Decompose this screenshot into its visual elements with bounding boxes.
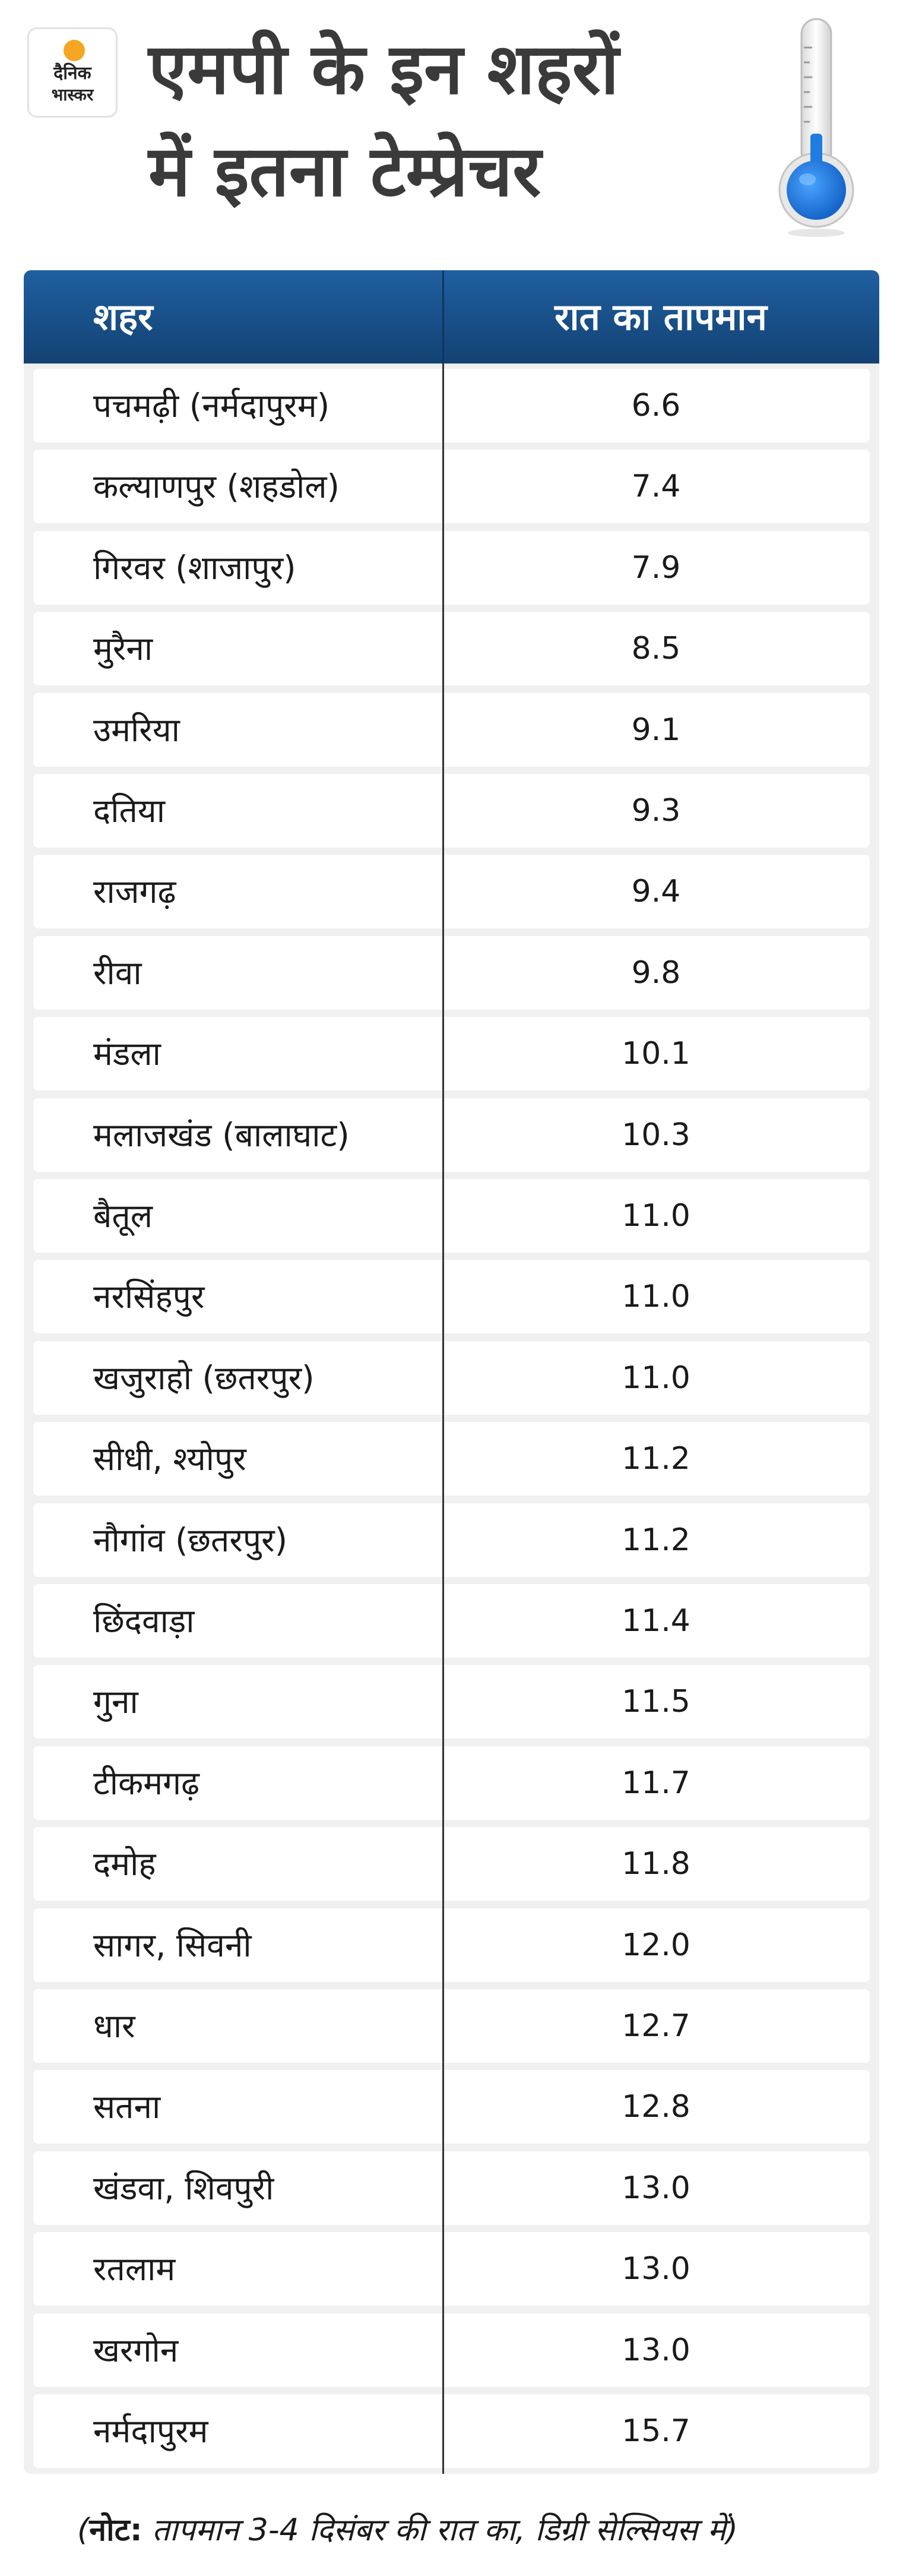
cell-temperature: 13.0 xyxy=(622,2251,690,2287)
cell-city: गुना xyxy=(93,1683,138,1721)
table-header: शहर रात का तापमान xyxy=(24,270,879,364)
table-row: बैतूल 11.0 xyxy=(33,1179,870,1253)
cell-city: मंडला xyxy=(93,1035,161,1073)
table-row: कल्याणपुर (शहडोल) 7.4 xyxy=(33,450,870,524)
cell-temperature: 15.7 xyxy=(622,2413,690,2449)
cell-city: छिंदवाड़ा xyxy=(93,1602,195,1640)
cell-temperature: 10.3 xyxy=(622,1117,690,1153)
table-row: रतलाम 13.0 xyxy=(33,2232,870,2306)
cell-temperature: 6.6 xyxy=(631,388,681,423)
note-text: तापमान 3-4 दिसंबर की रात का, डिग्री सेल्… xyxy=(142,2512,738,2548)
cell-temperature: 9.8 xyxy=(631,954,681,991)
table-row: खंडवा, शिवपुरी 13.0 xyxy=(33,2151,870,2225)
header-divider xyxy=(442,270,444,364)
table-row: मुरैना 8.5 xyxy=(33,612,870,686)
logo-line-2: भास्कर xyxy=(51,85,94,105)
cell-city: कल्याणपुर (शहडोल) xyxy=(93,467,340,506)
cell-city: दमोह xyxy=(93,1845,156,1883)
table-row: खरगोन 13.0 xyxy=(33,2313,870,2387)
table-row: रीवा 9.8 xyxy=(33,935,870,1010)
cell-temperature: 11.2 xyxy=(622,1522,690,1558)
title-line-2: में इतना टेम्प्रेचर xyxy=(148,130,541,212)
cell-temperature: 9.1 xyxy=(631,712,681,748)
cell-temperature: 7.9 xyxy=(631,549,681,586)
cell-temperature: 11.8 xyxy=(622,1846,690,1882)
temperature-table: शहर रात का तापमान पचमढ़ी (नर्मदापुरम) 6.6… xyxy=(24,270,879,2474)
cell-temperature: 12.0 xyxy=(622,1927,690,1963)
cell-city: टीकमगढ़ xyxy=(93,1763,200,1802)
cell-city: रीवा xyxy=(93,953,142,992)
cell-temperature: 13.0 xyxy=(622,2332,690,2368)
note-open: ( xyxy=(77,2512,90,2548)
cell-temperature: 8.5 xyxy=(631,631,681,667)
cell-city: सतना xyxy=(93,2088,161,2126)
cell-city: खंडवा, शिवपुरी xyxy=(93,2169,274,2207)
note-label: नोट: xyxy=(89,2512,142,2548)
table-row: दमोह 11.8 xyxy=(33,1827,870,1901)
table-row: सतना 12.8 xyxy=(33,2070,870,2144)
dainik-bhaskar-logo: दैनिक भास्कर xyxy=(27,27,118,118)
table-row: राजगढ़ 9.4 xyxy=(33,855,870,929)
cell-city: बैतूल xyxy=(93,1197,153,1235)
sun-icon xyxy=(64,40,85,61)
cell-temperature: 11.0 xyxy=(622,1198,690,1234)
table-row: मलाजखंड (बालाघाट) 10.3 xyxy=(33,1098,870,1172)
cell-city: खरगोन xyxy=(93,2331,179,2369)
cell-temperature: 13.0 xyxy=(622,2170,690,2206)
cell-temperature: 11.5 xyxy=(622,1684,690,1720)
cell-temperature: 12.7 xyxy=(622,2008,690,2044)
cell-city: सागर, सिवनी xyxy=(93,1926,252,1964)
table-row: नौगांव (छतरपुर) 11.2 xyxy=(33,1503,870,1577)
cell-city: नरसिंहपुर xyxy=(93,1278,205,1316)
cell-city: धार xyxy=(93,2007,135,2045)
cell-city: दतिया xyxy=(93,792,165,830)
cell-city: सीधी, श्योपुर xyxy=(93,1440,246,1478)
table-row: छिंदवाड़ा 11.4 xyxy=(33,1584,870,1658)
cell-city: पचमढ़ी (नर्मदापुरम) xyxy=(93,387,330,425)
table-row: सीधी, श्योपुर 11.2 xyxy=(33,1422,870,1496)
cell-city: नर्मदापुरम xyxy=(93,2412,208,2450)
table-row: धार 12.7 xyxy=(33,1989,870,2063)
cell-temperature: 7.4 xyxy=(631,469,681,505)
table-row: नर्मदापुरम 15.7 xyxy=(33,2394,870,2468)
cell-temperature: 9.4 xyxy=(631,874,681,910)
page-title: एमपी के इन शहरों में इतना टेम्प्रेचर xyxy=(148,18,742,222)
cell-city: रतलाम xyxy=(93,2250,176,2289)
table-row: गिरवर (शाजापुर) 7.9 xyxy=(33,530,870,605)
cell-city: मलाजखंड (बालाघाट) xyxy=(93,1115,350,1154)
cell-temperature: 11.4 xyxy=(622,1603,690,1639)
table-row: मंडला 10.1 xyxy=(33,1017,870,1091)
table-row: गुना 11.5 xyxy=(33,1665,870,1739)
thermometer-icon xyxy=(778,18,854,237)
cell-temperature: 9.3 xyxy=(631,793,681,829)
column-divider xyxy=(442,364,444,2474)
cell-city: मुरैना xyxy=(93,630,153,668)
table-row: खजुराहो (छतरपुर) 11.0 xyxy=(33,1341,870,1415)
column-header-city: शहर xyxy=(93,295,153,339)
cell-temperature: 11.7 xyxy=(622,1765,690,1801)
title-line-1: एमपी के इन शहरों xyxy=(148,28,619,110)
cell-temperature: 12.8 xyxy=(622,2089,690,2125)
cell-city: राजगढ़ xyxy=(93,873,176,911)
cell-temperature: 11.0 xyxy=(622,1360,690,1396)
cell-city: खजुराहो (छतरपुर) xyxy=(93,1358,315,1397)
cell-temperature: 10.1 xyxy=(622,1036,690,1072)
cell-temperature: 11.2 xyxy=(622,1441,690,1477)
cell-temperature: 11.0 xyxy=(622,1279,690,1315)
column-header-temperature: रात का तापमान xyxy=(555,295,767,339)
footnote: (नोट: तापमान 3-4 दिसंबर की रात का, डिग्र… xyxy=(77,2508,873,2550)
logo-line-1: दैनिक xyxy=(53,63,91,84)
table-row: टीकमगढ़ 11.7 xyxy=(33,1746,870,1820)
table-row: दतिया 9.3 xyxy=(33,774,870,848)
table-row: सागर, सिवनी 12.0 xyxy=(33,1908,870,1982)
table-row: पचमढ़ी (नर्मदापुरम) 6.6 xyxy=(33,369,870,442)
cell-city: गिरवर (शाजापुर) xyxy=(93,548,296,587)
cell-city: नौगांव (छतरपुर) xyxy=(93,1521,288,1559)
cell-city: उमरिया xyxy=(93,710,180,749)
table-row: नरसिंहपुर 11.0 xyxy=(33,1260,870,1334)
table-row: उमरिया 9.1 xyxy=(33,693,870,767)
